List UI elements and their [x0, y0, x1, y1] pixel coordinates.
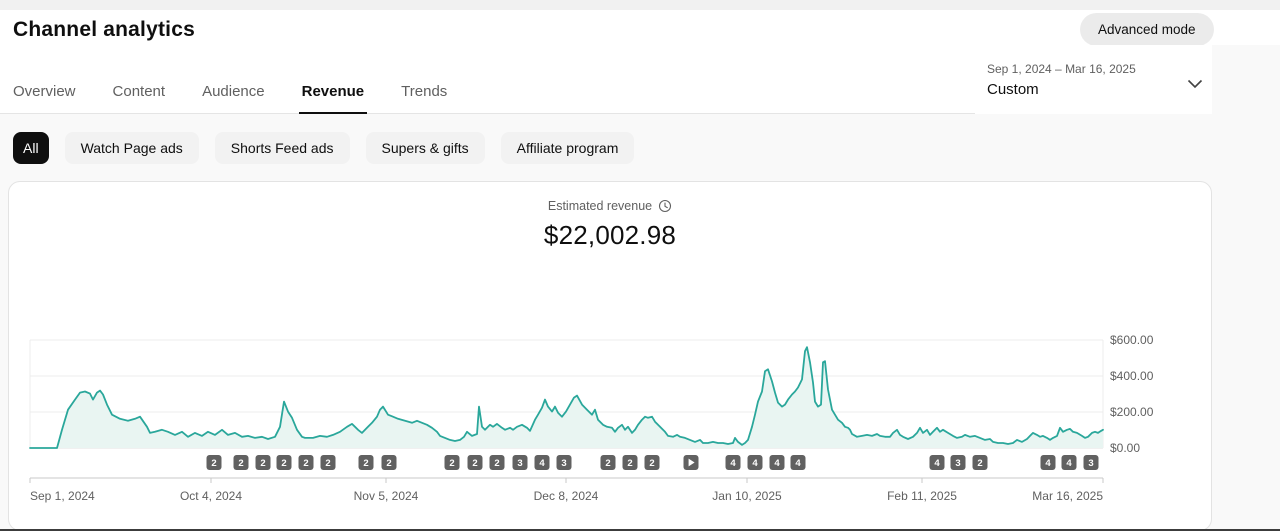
svg-text:3: 3 — [561, 458, 566, 469]
video-marker[interactable]: 2 — [233, 455, 249, 470]
svg-text:3: 3 — [955, 458, 960, 469]
play-icon — [688, 458, 695, 467]
tab-overview[interactable]: Overview — [13, 83, 76, 100]
video-marker[interactable]: 2 — [622, 455, 638, 470]
date-mode-text: Custom — [987, 81, 1039, 98]
svg-text:4: 4 — [1066, 458, 1072, 469]
video-marker[interactable]: 2 — [298, 455, 314, 470]
svg-text:4: 4 — [752, 458, 758, 469]
svg-text:2: 2 — [325, 458, 330, 469]
video-marker[interactable]: 3 — [1083, 455, 1099, 470]
x-axis-label: Oct 4, 2024 — [180, 489, 242, 503]
video-marker[interactable]: 4 — [725, 455, 741, 470]
x-axis-label: Mar 16, 2025 — [1032, 489, 1103, 503]
tab-bar: Overview Content Audience Revenue Trends — [13, 84, 447, 114]
video-marker[interactable]: 3 — [950, 455, 966, 470]
y-axis-label: $600.00 — [1110, 333, 1154, 347]
estimated-revenue-card: Estimated revenue $22,002.98 — [8, 181, 1212, 531]
clock-icon[interactable] — [658, 199, 672, 213]
x-axis-label: Dec 8, 2024 — [534, 489, 599, 503]
tab-content[interactable]: Content — [112, 83, 166, 100]
svg-text:2: 2 — [260, 458, 265, 469]
y-axis-label: $200.00 — [1110, 405, 1154, 419]
metric-header: Estimated revenue $22,002.98 — [9, 197, 1211, 251]
video-marker[interactable]: 4 — [769, 455, 785, 470]
svg-text:2: 2 — [238, 458, 243, 469]
svg-text:2: 2 — [281, 458, 286, 469]
video-marker[interactable]: 4 — [929, 455, 945, 470]
tab-revenue[interactable]: Revenue — [298, 84, 367, 114]
metric-label: Estimated revenue — [547, 199, 653, 213]
y-axis-label: $400.00 — [1110, 369, 1154, 383]
video-marker[interactable]: 2 — [206, 455, 222, 470]
window-top-strip — [0, 0, 1280, 10]
page-title: Channel analytics — [13, 18, 195, 41]
svg-text:2: 2 — [211, 458, 216, 469]
video-marker[interactable]: 2 — [276, 455, 292, 470]
metric-value: $22,002.98 — [543, 220, 677, 250]
video-marker[interactable]: 2 — [320, 455, 336, 470]
video-marker[interactable]: 4 — [790, 455, 806, 470]
revenue-line — [29, 346, 1104, 449]
video-marker[interactable]: 2 — [644, 455, 660, 470]
advanced-mode-label: Advanced mode — [1098, 22, 1196, 37]
svg-text:3: 3 — [1088, 458, 1093, 469]
svg-text:2: 2 — [449, 458, 454, 469]
x-axis-label: Sep 1, 2024 — [30, 489, 95, 503]
video-marker[interactable]: 4 — [534, 455, 550, 470]
svg-text:2: 2 — [605, 458, 610, 469]
advanced-mode-button[interactable]: Advanced mode — [1080, 13, 1214, 46]
video-marker[interactable]: 2 — [489, 455, 505, 470]
tab-trends[interactable]: Trends — [401, 83, 448, 100]
svg-text:2: 2 — [977, 458, 982, 469]
video-marker[interactable]: 2 — [972, 455, 988, 470]
video-marker[interactable]: 2 — [467, 455, 483, 470]
svg-text:2: 2 — [472, 458, 477, 469]
background-corner — [1212, 45, 1280, 115]
video-marker[interactable]: 2 — [444, 455, 460, 470]
filter-chip-supers-gifts[interactable]: Supers & gifts — [365, 132, 485, 164]
x-axis-label: Jan 10, 2025 — [712, 489, 782, 503]
svg-text:4: 4 — [539, 458, 545, 469]
chevron-down-icon — [1187, 76, 1203, 94]
svg-text:4: 4 — [795, 458, 801, 469]
date-range-picker[interactable]: Sep 1, 2024 – Mar 16, 2025 Custom — [975, 45, 1212, 114]
video-marker[interactable]: 4 — [1061, 455, 1077, 470]
x-axis-label: Feb 11, 2025 — [887, 489, 957, 503]
video-marker[interactable]: 2 — [600, 455, 616, 470]
tab-audience[interactable]: Audience — [202, 83, 265, 100]
video-marker[interactable]: 3 — [512, 455, 528, 470]
filter-bar: All Watch Page ads Shorts Feed ads Supers &… — [13, 132, 635, 164]
y-axis-label: $0.00 — [1110, 441, 1140, 455]
svg-text:2: 2 — [649, 458, 654, 469]
svg-text:2: 2 — [494, 458, 499, 469]
video-marker[interactable]: 2 — [358, 455, 374, 470]
svg-text:3: 3 — [517, 458, 522, 469]
svg-text:4: 4 — [774, 458, 780, 469]
svg-text:2: 2 — [303, 458, 308, 469]
svg-text:2: 2 — [386, 458, 391, 469]
video-marker[interactable]: 2 — [255, 455, 271, 470]
filter-chip-shorts-feed-ads[interactable]: Shorts Feed ads — [214, 132, 350, 164]
video-marker[interactable]: 4 — [747, 455, 763, 470]
svg-text:2: 2 — [363, 458, 368, 469]
svg-text:4: 4 — [730, 458, 736, 469]
svg-text:4: 4 — [1045, 458, 1051, 469]
date-range-text: Sep 1, 2024 – Mar 16, 2025 — [987, 62, 1136, 76]
x-axis-label: Nov 5, 2024 — [354, 489, 419, 503]
revenue-area — [30, 347, 1103, 448]
svg-text:2: 2 — [627, 458, 632, 469]
window-bottom-edge — [0, 529, 1280, 531]
filter-chip-all[interactable]: All — [13, 132, 49, 164]
filter-chip-affiliate-program[interactable]: Affiliate program — [500, 132, 635, 164]
video-marker-play[interactable] — [683, 455, 699, 470]
video-marker[interactable]: 3 — [556, 455, 572, 470]
svg-text:4: 4 — [934, 458, 940, 469]
video-marker[interactable]: 4 — [1040, 455, 1056, 470]
filter-chip-watch-page-ads[interactable]: Watch Page ads — [64, 132, 199, 164]
video-marker[interactable]: 2 — [381, 455, 397, 470]
